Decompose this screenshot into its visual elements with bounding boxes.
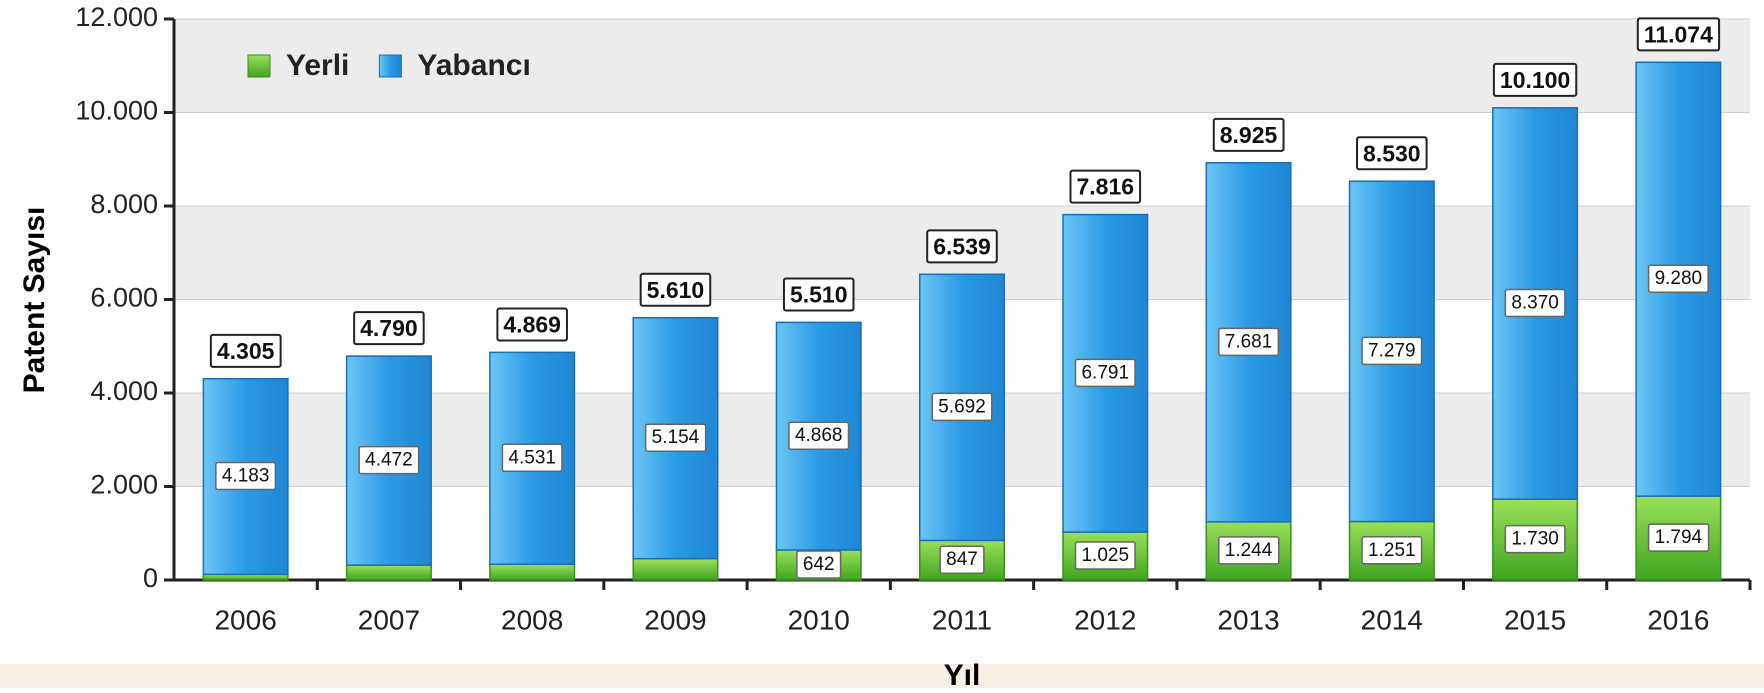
footer-strip [0, 664, 1764, 688]
y-tick-label: 8.000 [90, 189, 158, 219]
total-label-box [1636, 17, 1721, 52]
value-label-box [796, 550, 842, 579]
total-label: 4.305 [217, 338, 275, 364]
y-tick-label: 0 [143, 563, 158, 593]
x-tick-label: 2007 [358, 604, 420, 635]
legend-label: Yabancı [417, 49, 530, 82]
total-label: 5.510 [790, 281, 848, 307]
value-label-box [1361, 536, 1423, 565]
total-label-box [209, 333, 282, 368]
x-tick-label: 2006 [214, 604, 276, 635]
x-tick-label: 2016 [1647, 604, 1709, 635]
total-label: 11.074 [1644, 21, 1713, 47]
value-label-box [1504, 524, 1566, 554]
x-tick-label: 2012 [1074, 604, 1136, 635]
value-label: 6.791 [1081, 362, 1129, 383]
legend-label: Yerli [286, 49, 349, 82]
y-tick-label: 10.000 [75, 96, 158, 126]
value-label: 9.280 [1655, 268, 1703, 289]
legend-swatch [378, 54, 402, 78]
value-label-box [1074, 541, 1136, 570]
bar-segment [489, 563, 576, 581]
x-axis-title: Yıl [944, 659, 981, 688]
value-label-box [931, 392, 993, 422]
y-tick-label: 12.000 [75, 2, 158, 32]
bar-segment [632, 557, 719, 581]
value-label: 1.251 [1368, 540, 1416, 561]
value-label: 1.794 [1655, 527, 1703, 548]
x-tick-label: 2013 [1217, 604, 1279, 635]
total-label-box [926, 229, 998, 264]
value-label: 642 [803, 554, 835, 575]
x-tick-label: 2014 [1361, 604, 1423, 635]
x-tick-label: 2010 [788, 604, 850, 635]
value-label-box [358, 445, 420, 475]
total-label-box [639, 272, 712, 307]
total-label: 8.530 [1363, 140, 1421, 166]
total-label: 5.610 [647, 277, 705, 303]
total-label-box [1069, 169, 1142, 204]
value-label: 5.154 [652, 427, 700, 448]
value-label-box [1074, 358, 1136, 388]
bar-segment [345, 564, 432, 581]
value-label-box [1504, 288, 1566, 318]
value-label-box [644, 423, 707, 452]
x-tick-label: 2015 [1504, 604, 1566, 635]
total-label: 8.925 [1220, 122, 1278, 148]
value-label-box [788, 421, 850, 450]
value-label: 4.531 [508, 447, 556, 468]
bar-segment [202, 573, 289, 581]
value-label: 7.681 [1225, 331, 1273, 352]
value-label: 8.370 [1511, 292, 1559, 313]
value-label: 4.472 [365, 450, 413, 471]
value-label: 1.025 [1081, 545, 1129, 566]
value-label: 5.692 [938, 396, 986, 417]
total-label-box [1492, 62, 1578, 97]
grid-band [174, 19, 1750, 113]
total-label: 10.100 [1500, 67, 1570, 93]
total-label: 7.816 [1076, 174, 1134, 200]
value-label: 7.279 [1368, 340, 1416, 361]
y-tick-label: 6.000 [90, 283, 158, 313]
x-tick-label: 2008 [501, 604, 563, 635]
y-axis-title: Patent Sayısı [18, 207, 51, 394]
value-label-box [1361, 336, 1423, 366]
value-label-box [1647, 264, 1709, 293]
total-label-box [1356, 136, 1428, 171]
value-label: 1.730 [1511, 529, 1559, 550]
value-label: 847 [946, 549, 978, 570]
value-label: 4.183 [222, 466, 270, 487]
total-label-box [353, 311, 425, 346]
legend-swatch [247, 54, 271, 78]
total-label-box [496, 307, 568, 342]
value-label-box [501, 443, 563, 473]
value-label: 1.244 [1225, 540, 1273, 561]
total-label: 4.869 [503, 311, 561, 337]
y-tick-label: 4.000 [90, 376, 158, 406]
value-label-box [1218, 327, 1280, 357]
x-tick-label: 2011 [932, 604, 992, 635]
value-label-box [215, 461, 277, 491]
total-label-box [1212, 117, 1285, 152]
value-label: 4.868 [795, 425, 843, 446]
value-label-box [939, 545, 985, 574]
total-label: 4.790 [360, 315, 418, 341]
x-tick-label: 2009 [644, 604, 706, 635]
y-tick-label: 2.000 [90, 470, 158, 500]
value-label-box [1218, 536, 1280, 565]
total-label-box [782, 277, 855, 312]
total-label: 6.539 [933, 233, 991, 259]
value-label-box [1647, 523, 1710, 552]
